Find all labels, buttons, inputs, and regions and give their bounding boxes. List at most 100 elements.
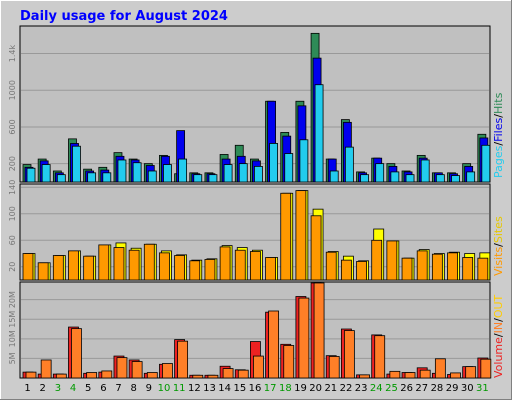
y-tick-label: 140 [8,180,17,195]
x-tick-label: 14 [218,383,231,394]
chart-title: Daily usage for August 2024 [20,9,228,24]
x-tick-label: 16 [249,383,262,394]
bar-pages [178,158,188,183]
legend-separator: / [492,333,505,337]
bar-visits [416,250,428,281]
bar-pages [299,139,309,183]
x-tick-label: 13 [203,383,216,394]
bar-visits [371,239,383,281]
bar-pages [466,171,476,183]
bar-pages [254,165,263,183]
x-tick-label: 2 [40,383,46,394]
y-tick-label: 1000 [8,80,17,100]
bar-in [298,297,310,379]
bar-in [434,358,446,379]
bar-in [237,369,249,379]
bar-pages [435,174,445,183]
bar-visits [22,253,34,281]
bar-pages [56,174,66,183]
bar-in [404,372,416,379]
bar-visits [477,257,489,281]
bar-visits [159,252,170,281]
bar-pages [72,145,81,183]
bar-pages [26,167,36,183]
bar-in [268,310,279,379]
bar-in [177,340,189,379]
x-tick-label: 11 [173,383,186,394]
legend-separator: / [492,114,505,118]
bar-visits [310,215,322,281]
x-tick-label: 29 [446,383,459,394]
x-tick-label: 22 [340,383,353,394]
bar-pages [451,175,460,183]
bar-pages [223,164,233,183]
bar-in [359,374,370,379]
bar-visits [431,253,443,281]
bar-in [71,328,82,379]
bar-pages [420,159,430,183]
bar-pages [284,153,294,183]
bar-pages [163,164,172,183]
bar-in [374,335,386,379]
bar-visits [204,259,216,281]
bar-pages [193,174,203,183]
x-tick-label: 3 [55,383,61,394]
legend-volume: Volume [492,337,505,378]
bar-visits [447,252,458,281]
bar-pages [132,162,142,183]
bar-pages [208,174,218,183]
legend-pages: Pages [492,145,505,178]
bar-pages [87,172,97,183]
y-tick-label: 60 [8,235,17,245]
bar-in [343,330,355,379]
bar-in [480,358,492,379]
legend-separator: / [492,142,505,146]
y-tick-label: 10M [8,330,17,347]
bar-in [465,366,477,379]
legend-volume-in-out: Volume/IN/OUT [492,294,505,378]
x-tick-label: 20 [309,383,322,394]
x-tick-label: 17 [264,383,277,394]
bar-visits [52,255,64,281]
bar-pages [360,174,369,183]
y-tick-label: 15M [8,311,17,328]
x-tick-label: 8 [131,383,137,394]
bar-in [389,370,401,379]
y-tick-label: 5M [8,352,17,364]
bar-in [116,357,128,379]
x-tick-label: 10 [158,383,171,394]
legend-hits: Hits [492,92,505,114]
x-tick-label: 28 [431,383,444,394]
bar-pages [390,171,400,183]
bar-in [253,355,264,379]
legend-sites: Sites [492,216,505,243]
bar-visits [250,251,261,281]
x-tick-label: 5 [85,383,91,394]
x-tick-label: 31 [476,383,489,394]
bar-pages [344,146,354,183]
bar-in [419,369,431,379]
legend-hits-files-pages: Pages/Files/Hits [492,92,505,178]
x-tick-label: 4 [70,383,76,394]
x-tick-label: 23 [355,383,368,394]
bar-visits [340,259,352,281]
bar-in [192,374,204,379]
bar-pages [329,170,339,183]
x-tick-label: 19 [294,383,307,394]
panel-hits-files-pages: 200 600 1000 1.4k [8,25,491,183]
bar-visits [189,260,201,281]
legend-separator: / [492,243,505,247]
y-tick-label: 1.4k [8,44,17,62]
legend-visits-sites: Visits/Sites [492,216,505,276]
bar-visits [128,249,140,281]
bar-in [207,374,219,379]
legend-files: Files [492,117,505,141]
bar-in [131,361,143,379]
bar-in [283,345,295,379]
x-tick-label: 27 [415,383,428,394]
x-tick-label: 6 [100,383,106,394]
legend-in: IN [492,322,505,333]
x-tick-label: 25 [385,383,398,394]
bar-in [146,372,158,379]
bar-in [40,359,52,379]
